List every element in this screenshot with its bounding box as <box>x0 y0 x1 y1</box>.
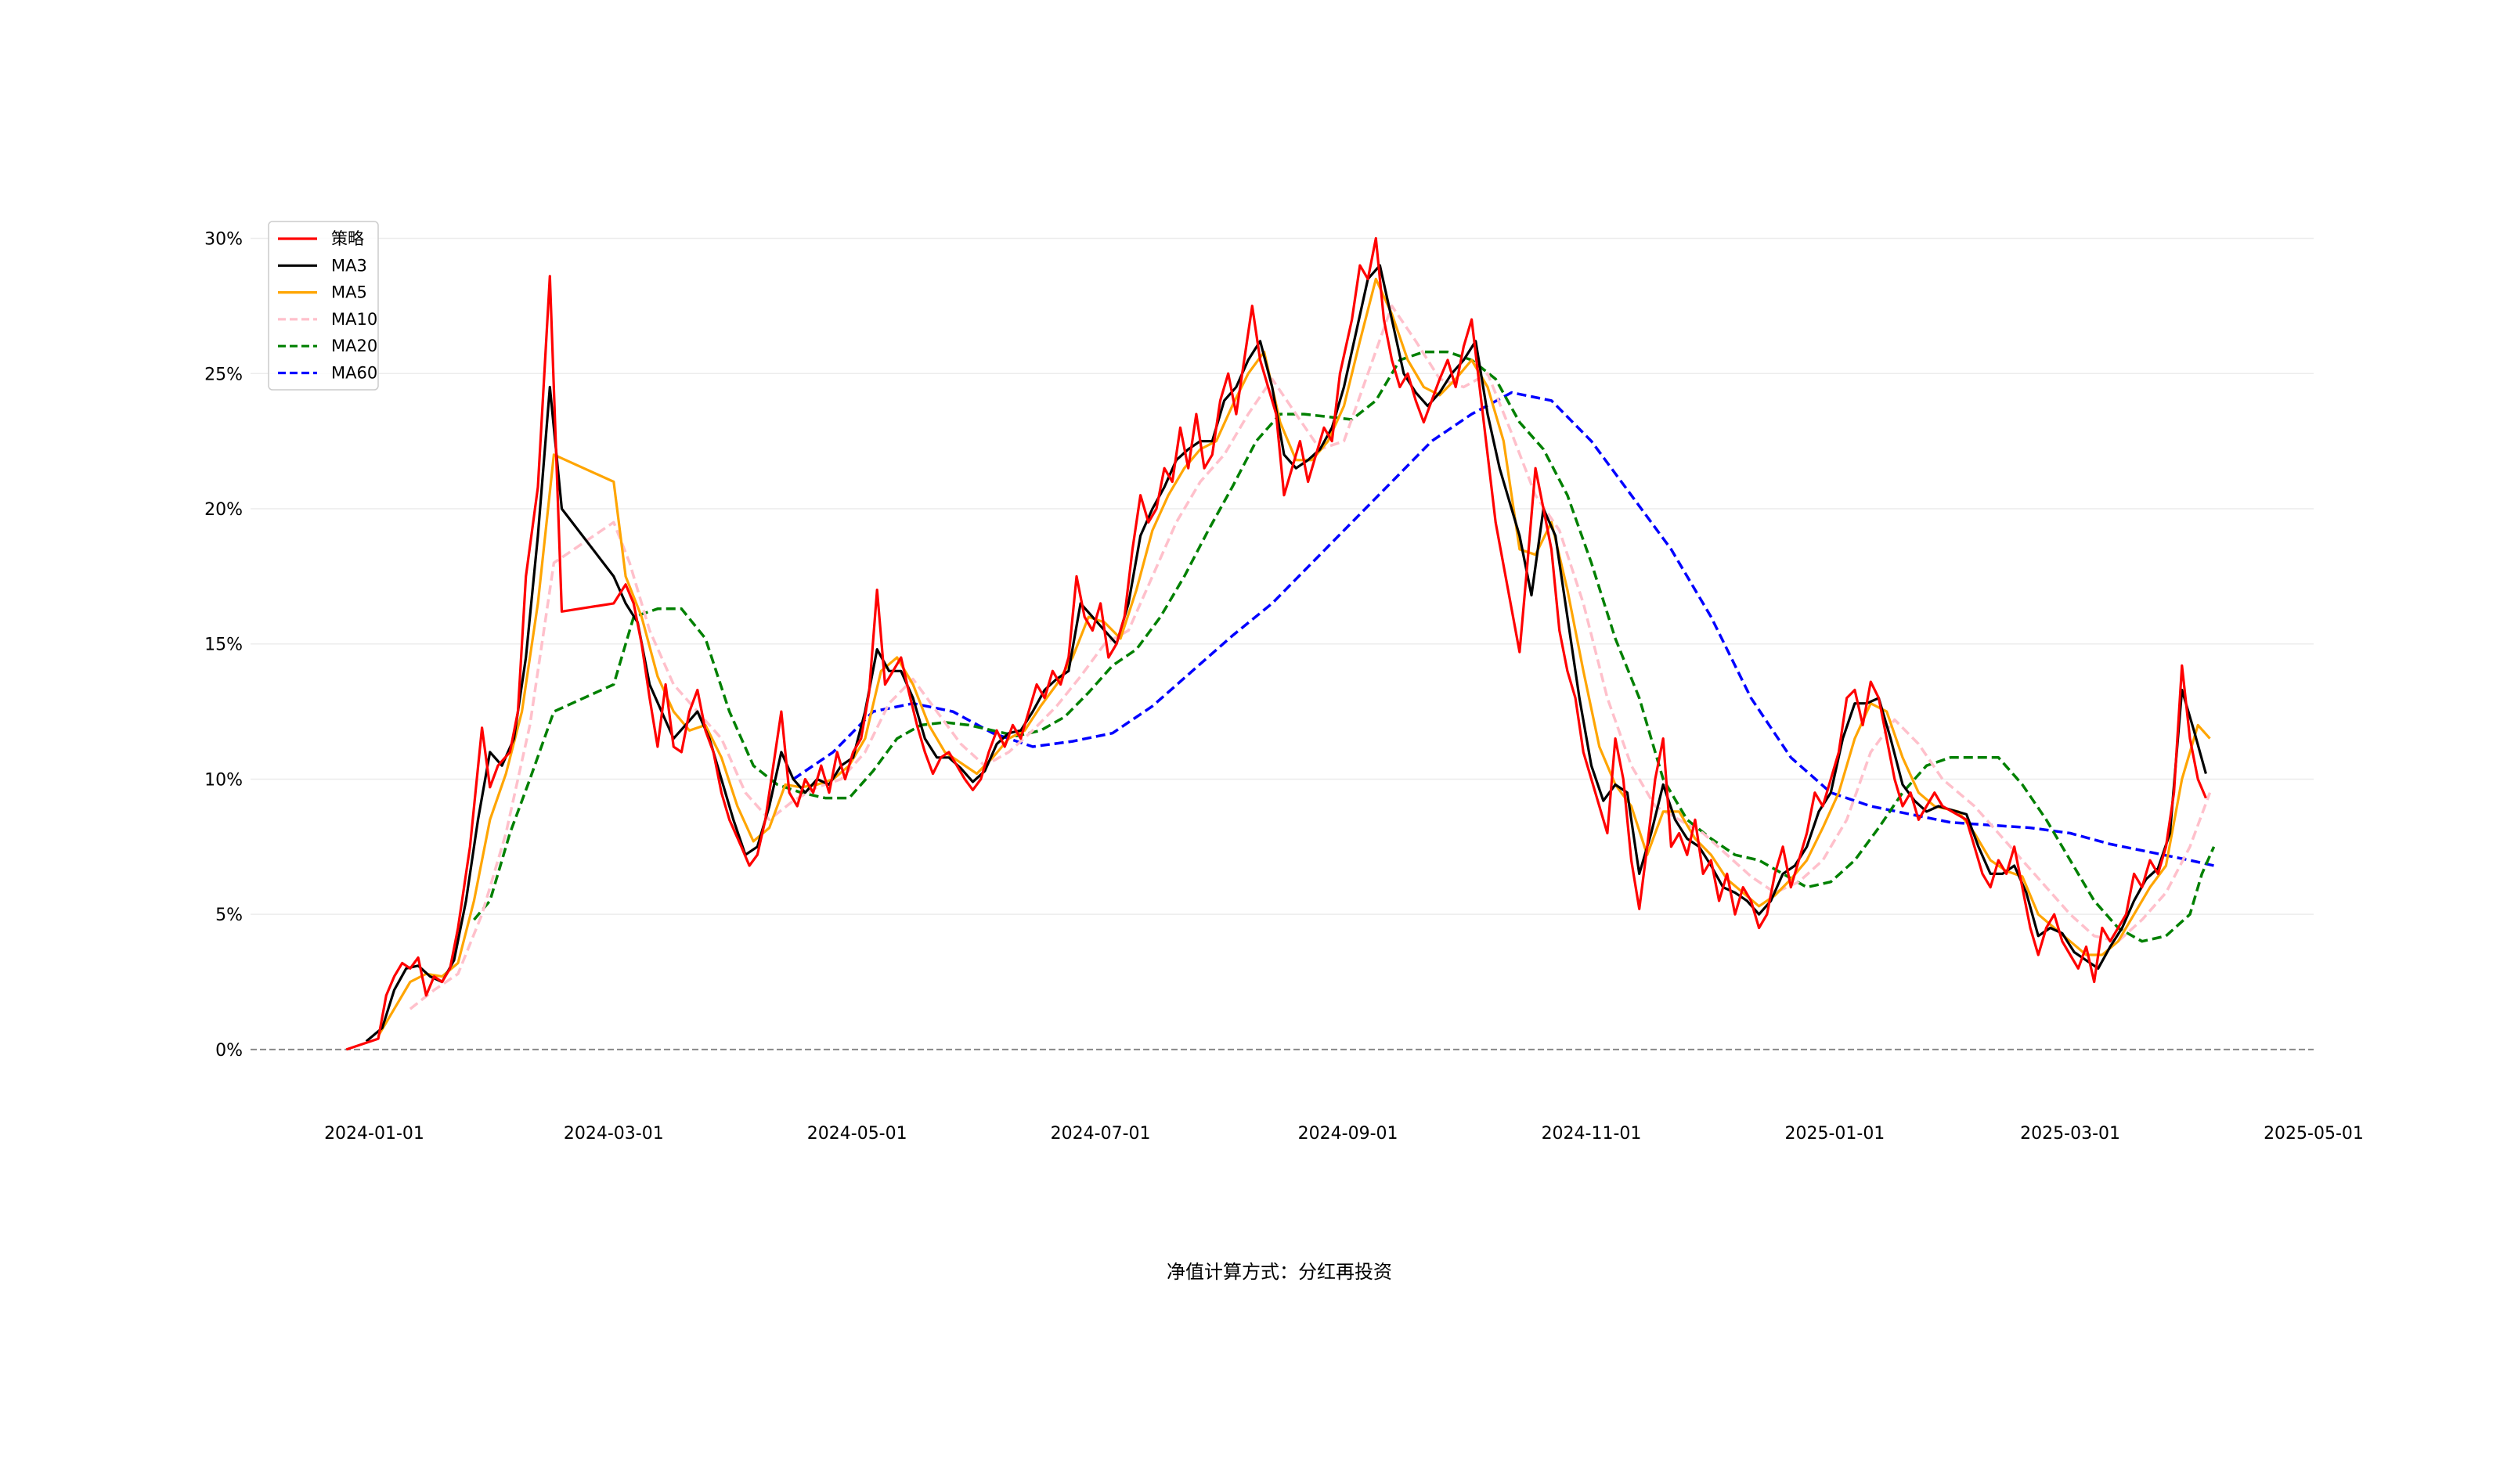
x-tick-label: 2024-07-01 <box>1051 1124 1151 1144</box>
x-tick-label: 2025-01-01 <box>1784 1124 1885 1144</box>
legend-label: MA10 <box>331 310 377 329</box>
x-tick-label: 2024-03-01 <box>564 1124 664 1144</box>
x-tick-label: 2024-09-01 <box>1298 1124 1398 1144</box>
chart-footnote: 净值计算方式：分红再投资 <box>1167 1261 1392 1283</box>
series-lines <box>345 236 2216 1051</box>
y-tick-label: 25% <box>204 365 243 384</box>
legend-label: MA20 <box>331 337 377 355</box>
y-axis: 0% 5% 10% 15% 20% 25% 30% <box>204 230 243 1061</box>
y-tick-label: 0% <box>215 1041 243 1061</box>
x-tick-label: 2025-03-01 <box>2020 1124 2120 1144</box>
series-line-策略 <box>345 236 2207 1051</box>
x-axis: 2024-01-01 2024-03-01 2024-05-01 2024-07-01… <box>324 1124 2364 1144</box>
grid <box>251 237 2314 915</box>
y-tick-label: 10% <box>204 770 243 790</box>
legend-label: 策略 <box>331 229 364 248</box>
x-tick-label: 2024-05-01 <box>807 1124 907 1144</box>
legend: 策略 MA3 MA5 MA10 MA20 MA60 <box>268 221 379 391</box>
x-tick-label: 2024-01-01 <box>324 1124 424 1144</box>
y-tick-label: 20% <box>204 500 243 520</box>
series-line-MA5 <box>377 277 2211 1037</box>
legend-label: MA60 <box>331 364 377 383</box>
x-tick-label: 2024-11-01 <box>1542 1124 1642 1144</box>
series-line-MA60 <box>792 391 2214 867</box>
legend-box <box>268 221 379 391</box>
y-tick-label: 5% <box>215 906 243 925</box>
y-tick-label: 30% <box>204 230 243 250</box>
series-line-MA10 <box>409 304 2212 1010</box>
y-tick-label: 15% <box>204 636 243 655</box>
legend-label: MA5 <box>331 283 367 302</box>
legend-label: MA3 <box>331 256 367 275</box>
x-tick-label: 2025-05-01 <box>2264 1124 2364 1144</box>
